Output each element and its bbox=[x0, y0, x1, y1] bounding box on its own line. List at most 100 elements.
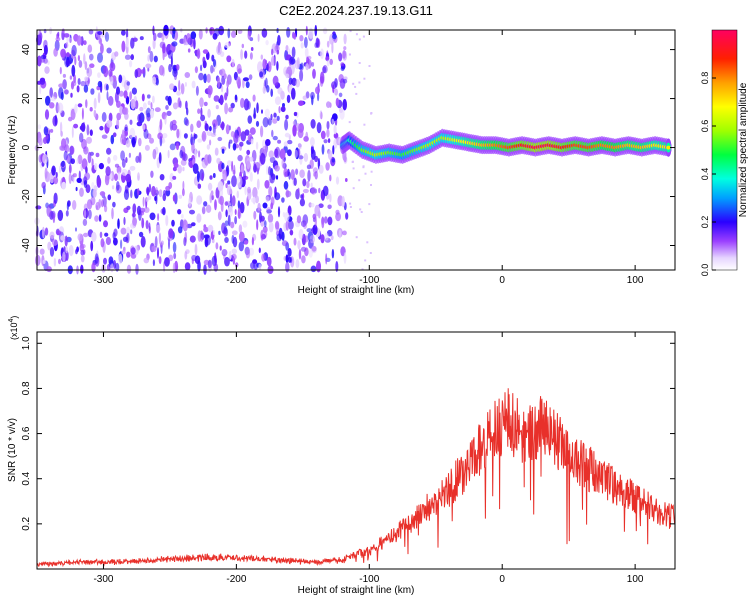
spectrogram-noise-speckle bbox=[169, 83, 175, 91]
spectrogram-noise-speckle bbox=[212, 229, 215, 236]
spectrogram-noise-speckle bbox=[256, 178, 260, 190]
spectrogram-noise-speckle bbox=[237, 207, 241, 220]
spectrogram-noise-speckle bbox=[116, 112, 122, 121]
spectrogram-noise-speckle bbox=[97, 92, 101, 104]
spectrogram-sparse-speckle bbox=[362, 165, 365, 168]
spectrogram-noise-speckle bbox=[135, 100, 139, 110]
spectrogram-noise-speckle bbox=[97, 31, 103, 35]
colorbar-ticks: 0.0 0.2 0.4 0.6 0.8 bbox=[700, 72, 716, 276]
spectrogram-noise-speckle bbox=[238, 224, 243, 234]
spectrogram-noise-speckle bbox=[235, 262, 239, 268]
spectrogram-noise-speckle bbox=[231, 160, 234, 172]
spectrogram-noise-speckle bbox=[98, 162, 104, 170]
snr-y-tick-label: 0.4 bbox=[21, 471, 32, 485]
spectrogram-noise-speckle bbox=[214, 199, 217, 211]
spectrogram-noise-speckle bbox=[44, 171, 51, 183]
spectrogram-noise-speckle bbox=[295, 79, 301, 88]
spectrogram-noise-speckle bbox=[180, 83, 185, 95]
spectrogram-noise-speckle bbox=[303, 152, 309, 162]
spectrogram-noise-speckle bbox=[236, 63, 242, 75]
spectrogram-noise-speckle bbox=[114, 51, 119, 57]
spectrogram-sparse-speckle bbox=[360, 211, 363, 213]
spectrogram-noise-speckle bbox=[76, 35, 82, 46]
spectrogram-noise-speckle bbox=[74, 56, 77, 66]
spectrogram-noise-speckle bbox=[59, 165, 61, 174]
spectrogram-noise-speckle bbox=[166, 110, 172, 116]
spectrogram-noise-speckle bbox=[296, 215, 302, 224]
spectrogram-noise-speckle bbox=[126, 226, 131, 236]
spectrogram-noise-speckle bbox=[203, 101, 208, 107]
spectrogram-noise-speckle bbox=[100, 238, 105, 248]
spectrogram-noise-speckle bbox=[252, 196, 256, 205]
snr-x-tick-label: -200 bbox=[226, 574, 246, 585]
spectrogram-noise-speckle bbox=[157, 247, 159, 259]
spectrogram-noise-speckle bbox=[146, 197, 149, 202]
spectrogram-noise-speckle bbox=[93, 109, 97, 118]
spectrogram-noise-speckle bbox=[130, 247, 136, 255]
spectrogram-noise-speckle bbox=[262, 85, 266, 94]
spectrogram-noise-speckle bbox=[204, 154, 210, 166]
spectrogram-noise-speckle bbox=[240, 131, 247, 142]
spectrogram-noise-speckle bbox=[70, 108, 76, 121]
spectrogram-noise-speckle bbox=[62, 79, 67, 90]
spectrogram-noise-speckle bbox=[39, 248, 45, 255]
spectrogram-noise-speckle bbox=[80, 255, 85, 263]
spectrogram-noise-speckle bbox=[225, 209, 228, 218]
spectrogram-noise-speckle bbox=[85, 166, 88, 174]
spectrogram-noise-speckle bbox=[106, 91, 109, 101]
spectrogram-noise-speckle bbox=[327, 149, 333, 160]
spectrogram-noise-speckle bbox=[196, 120, 202, 128]
spectrogram-noise-speckle bbox=[80, 264, 84, 274]
spectrogram-noise-speckle bbox=[117, 218, 120, 229]
spectrogram-noise-speckle bbox=[80, 80, 86, 87]
spectrogram-noise-speckle bbox=[139, 36, 144, 41]
spectrogram-noise-speckle bbox=[324, 232, 329, 241]
spectrogram-sparse-speckle bbox=[364, 172, 367, 175]
spectrogram-noise-speckle bbox=[96, 176, 102, 188]
spectrogram-noise-speckle bbox=[45, 95, 51, 106]
spectrogram-noise-speckle bbox=[118, 253, 123, 265]
spectrogram-noise-speckle bbox=[285, 220, 289, 231]
spectrogram-noise-speckle bbox=[200, 64, 203, 72]
spectrogram-noise-speckle bbox=[120, 227, 127, 235]
spectrogram-noise-speckle bbox=[295, 168, 299, 175]
spectrogram-noise-speckle bbox=[63, 33, 70, 38]
spectrogram-noise-speckle bbox=[52, 239, 58, 246]
spectrogram-noise-speckle bbox=[134, 69, 139, 79]
spectrogram-noise-speckle bbox=[297, 187, 300, 193]
spectrogram-noise-speckle bbox=[345, 212, 349, 220]
spectrogram-noise-speckle bbox=[213, 263, 219, 272]
spectrogram-noise-speckle bbox=[147, 46, 151, 54]
spectrogram-noise-speckle bbox=[158, 189, 163, 198]
spectrogram-noise-speckle bbox=[138, 231, 144, 238]
spectrogram-noise-speckle bbox=[226, 86, 229, 97]
spectrogram-noise-speckle bbox=[233, 164, 236, 176]
spectrogram-noise-speckle bbox=[272, 118, 278, 124]
spectrogram-noise-speckle bbox=[314, 170, 318, 180]
spectrogram-noise-speckle bbox=[265, 196, 270, 203]
spectrogram-noise-speckle bbox=[90, 88, 95, 95]
spectrogram-sparse-speckle bbox=[355, 92, 358, 95]
spectrogram-noise-speckle bbox=[327, 204, 332, 210]
spectrogram-noise-speckle bbox=[196, 195, 203, 205]
spectrogram-x-tick-label: -300 bbox=[93, 275, 113, 286]
spectrogram-noise-speckle bbox=[184, 72, 191, 78]
spectrogram-noise-speckle bbox=[179, 100, 182, 109]
spectrogram-noise-speckle bbox=[286, 27, 291, 38]
spectrogram-noise-speckle bbox=[299, 169, 305, 178]
spectrogram-noise-speckle bbox=[273, 112, 277, 118]
spectrogram-noise-speckle bbox=[52, 212, 56, 224]
spectrogram-noise-speckle bbox=[83, 146, 89, 155]
spectrogram-noise-speckle bbox=[333, 138, 338, 149]
spectrogram-noise-speckle bbox=[301, 255, 306, 264]
spectrogram-noise-speckle bbox=[320, 48, 324, 59]
spectrogram-noise-speckle bbox=[43, 126, 49, 136]
spectrogram-noise-speckle bbox=[274, 220, 280, 230]
spectrogram-x-tick-label: -200 bbox=[226, 275, 246, 286]
spectrogram-noise-speckle bbox=[126, 251, 131, 258]
spectrogram-noise-speckle bbox=[308, 248, 313, 258]
spectrogram-noise-speckle bbox=[95, 26, 98, 38]
spectrogram-noise-speckle bbox=[154, 107, 161, 113]
spectrogram-noise-speckle bbox=[141, 217, 145, 229]
spectrogram-noise-speckle bbox=[49, 87, 53, 98]
